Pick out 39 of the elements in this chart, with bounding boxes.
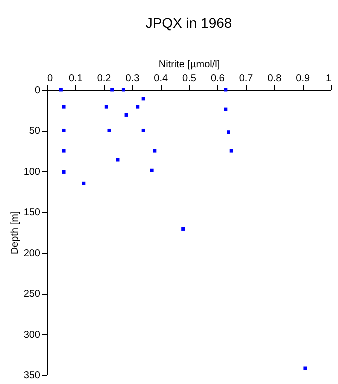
x-tick-label: 0.8 xyxy=(268,74,282,84)
y-axis-title: Depth [m] xyxy=(10,211,21,255)
x-tick-label: 0.9 xyxy=(296,74,310,84)
point xyxy=(62,170,66,174)
point xyxy=(142,128,146,132)
x-axis-title: Nitrite [µmol/l] xyxy=(158,60,220,70)
point xyxy=(82,182,86,186)
point xyxy=(136,105,140,109)
chart-title: JPQX in 1968 xyxy=(146,15,232,31)
x-tick-label: 0.4 xyxy=(154,74,168,84)
point xyxy=(224,108,228,112)
y-tick-label: 0 xyxy=(34,86,41,96)
x-tick-label: 0.7 xyxy=(239,74,254,84)
point xyxy=(62,149,66,153)
x-tick-label: 1 xyxy=(326,74,332,84)
y-tick-label: 250 xyxy=(24,289,41,300)
x-tick-label: 0.5 xyxy=(182,74,197,84)
x-tick-label: 0.6 xyxy=(210,74,226,84)
point xyxy=(104,105,108,109)
point xyxy=(62,105,66,109)
point xyxy=(182,228,186,231)
point xyxy=(142,97,146,101)
point xyxy=(153,149,157,153)
point xyxy=(150,168,154,172)
point xyxy=(124,114,128,117)
x-tick-label: 0 xyxy=(48,74,54,84)
point xyxy=(108,128,112,132)
point xyxy=(62,128,66,132)
x-tick-label: 0.1 xyxy=(68,74,84,84)
point xyxy=(227,130,230,134)
x-tick-label: 0.2 xyxy=(97,74,112,84)
y-tick-label: 350 xyxy=(24,370,41,382)
y-tick-label: 300 xyxy=(24,330,41,341)
y-tick-label: 150 xyxy=(24,208,41,219)
y-tick-label: 100 xyxy=(24,166,41,178)
x-tick-label: 0.3 xyxy=(126,74,140,84)
y-tick-label: 200 xyxy=(24,248,41,260)
y-tick-label: 50 xyxy=(29,126,41,138)
point xyxy=(230,149,234,153)
